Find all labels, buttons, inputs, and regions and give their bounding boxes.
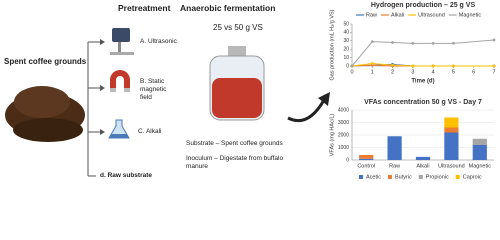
magnet-icon <box>110 70 130 92</box>
x-tick-label: Alkali <box>416 163 429 169</box>
y-tick-label: 2000 <box>338 132 349 138</box>
y-axis-label: VFAs (mg HAc/L) <box>329 114 335 157</box>
arrowhead <box>318 92 330 106</box>
x-tick-label: 1 <box>371 69 374 75</box>
y-tick-label: 50 <box>343 21 349 27</box>
y-tick-label: 0 <box>346 63 349 69</box>
point <box>370 62 374 65</box>
section-title: Pretreatment <box>118 3 171 13</box>
x-tick-label: 6 <box>472 69 475 75</box>
x-tick-label: 2 <box>391 69 394 75</box>
point <box>431 41 435 45</box>
ultrasonic-icon <box>110 28 134 55</box>
legend-label: Caproic <box>463 174 482 180</box>
x-tick-label: Ultrasound <box>438 163 465 169</box>
bar-segment <box>472 145 487 160</box>
pretreatment-item: C. Alkali <box>138 128 162 135</box>
y-tick-label: 20 <box>343 47 349 53</box>
chart-title: Hydrogen production – 25 g VS <box>371 2 476 9</box>
pretreatment-item: A. Ultrasonic <box>140 38 177 45</box>
bar-segment <box>359 155 374 159</box>
y-tick-label: 3000 <box>338 120 349 126</box>
point <box>411 64 415 68</box>
arrow <box>287 99 326 123</box>
legend-swatch <box>387 175 392 179</box>
legend-label: Raw <box>366 12 377 18</box>
y-tick-label: 40 <box>343 30 349 36</box>
y-tick-label: 30 <box>343 38 349 44</box>
coffee-pile <box>14 86 70 118</box>
line <box>351 39 495 67</box>
x-tick-label: 5 <box>452 69 455 75</box>
legend-label: Butyric <box>395 174 412 180</box>
legend-label: Alkali <box>391 12 404 18</box>
arrowheads <box>100 39 105 135</box>
y-tick-label: 10 <box>343 55 349 61</box>
bar-segment <box>472 138 487 145</box>
x-tick-label: 3 <box>411 69 414 75</box>
bar-segment <box>444 132 459 160</box>
reactor-bottle <box>209 46 265 121</box>
y-tick-label: 1000 <box>338 145 349 151</box>
x-axis-label: Time (d) <box>411 79 434 85</box>
bar-segment <box>415 156 431 160</box>
substrate-note: Substrate – Spent coffee grounds <box>186 140 283 147</box>
bracket <box>87 41 100 177</box>
y-axis-label: Gas production (mL H₂/g VS) <box>329 9 335 80</box>
graphical-abstract: Hydrogen production – 25 g VS Gas product… <box>4 1 496 181</box>
legend-swatch <box>359 175 363 179</box>
legend-swatch <box>455 175 460 179</box>
point <box>492 64 496 68</box>
section-title: Anaerobic fermentation <box>180 3 276 13</box>
subtitle: 25 vs 50 g VS <box>213 23 263 32</box>
legend-label: Ultrasound <box>418 12 445 18</box>
inoculum-note: Inoculum – Digestate from buffalo manure <box>186 155 284 170</box>
y-tick-label: 4000 <box>338 107 349 113</box>
point <box>350 64 354 68</box>
legend-swatch <box>418 175 423 179</box>
x-tick-label: 7 <box>492 69 495 75</box>
legend-label: Acetic <box>366 174 381 180</box>
point <box>452 41 455 45</box>
x-tick-label: Raw <box>389 163 400 169</box>
y-tick-label: 0 <box>346 157 349 163</box>
substrate-label: Spent coffee grounds <box>4 57 87 66</box>
coffee-pile <box>13 118 83 142</box>
point <box>431 64 435 68</box>
x-tick-label: Magnetic <box>469 163 492 169</box>
point <box>411 41 415 45</box>
drawing: Hydrogen production – 25 g VS Gas product… <box>5 2 496 180</box>
point <box>492 38 496 42</box>
bar-segment <box>444 117 459 128</box>
x-tick-label: 4 <box>432 69 435 75</box>
flask-icon <box>108 119 130 139</box>
point <box>370 40 374 44</box>
chart-title: VFAs concentration 50 g VS - Day 7 <box>364 99 482 106</box>
legend-label: Magnetic <box>459 12 482 18</box>
point <box>391 63 394 67</box>
x-tick-label: Control <box>357 163 375 169</box>
point <box>391 41 394 44</box>
pretreatment-item: d. Raw substrate <box>100 172 153 179</box>
x-tick-label: 0 <box>350 69 353 75</box>
point <box>452 64 455 68</box>
pretreatment-item: B. Static magnetic field <box>140 78 167 101</box>
bar-segment <box>387 136 402 160</box>
legend-label: Propionic <box>426 174 449 180</box>
bar-segment <box>444 127 459 133</box>
bar-segment <box>359 158 374 160</box>
